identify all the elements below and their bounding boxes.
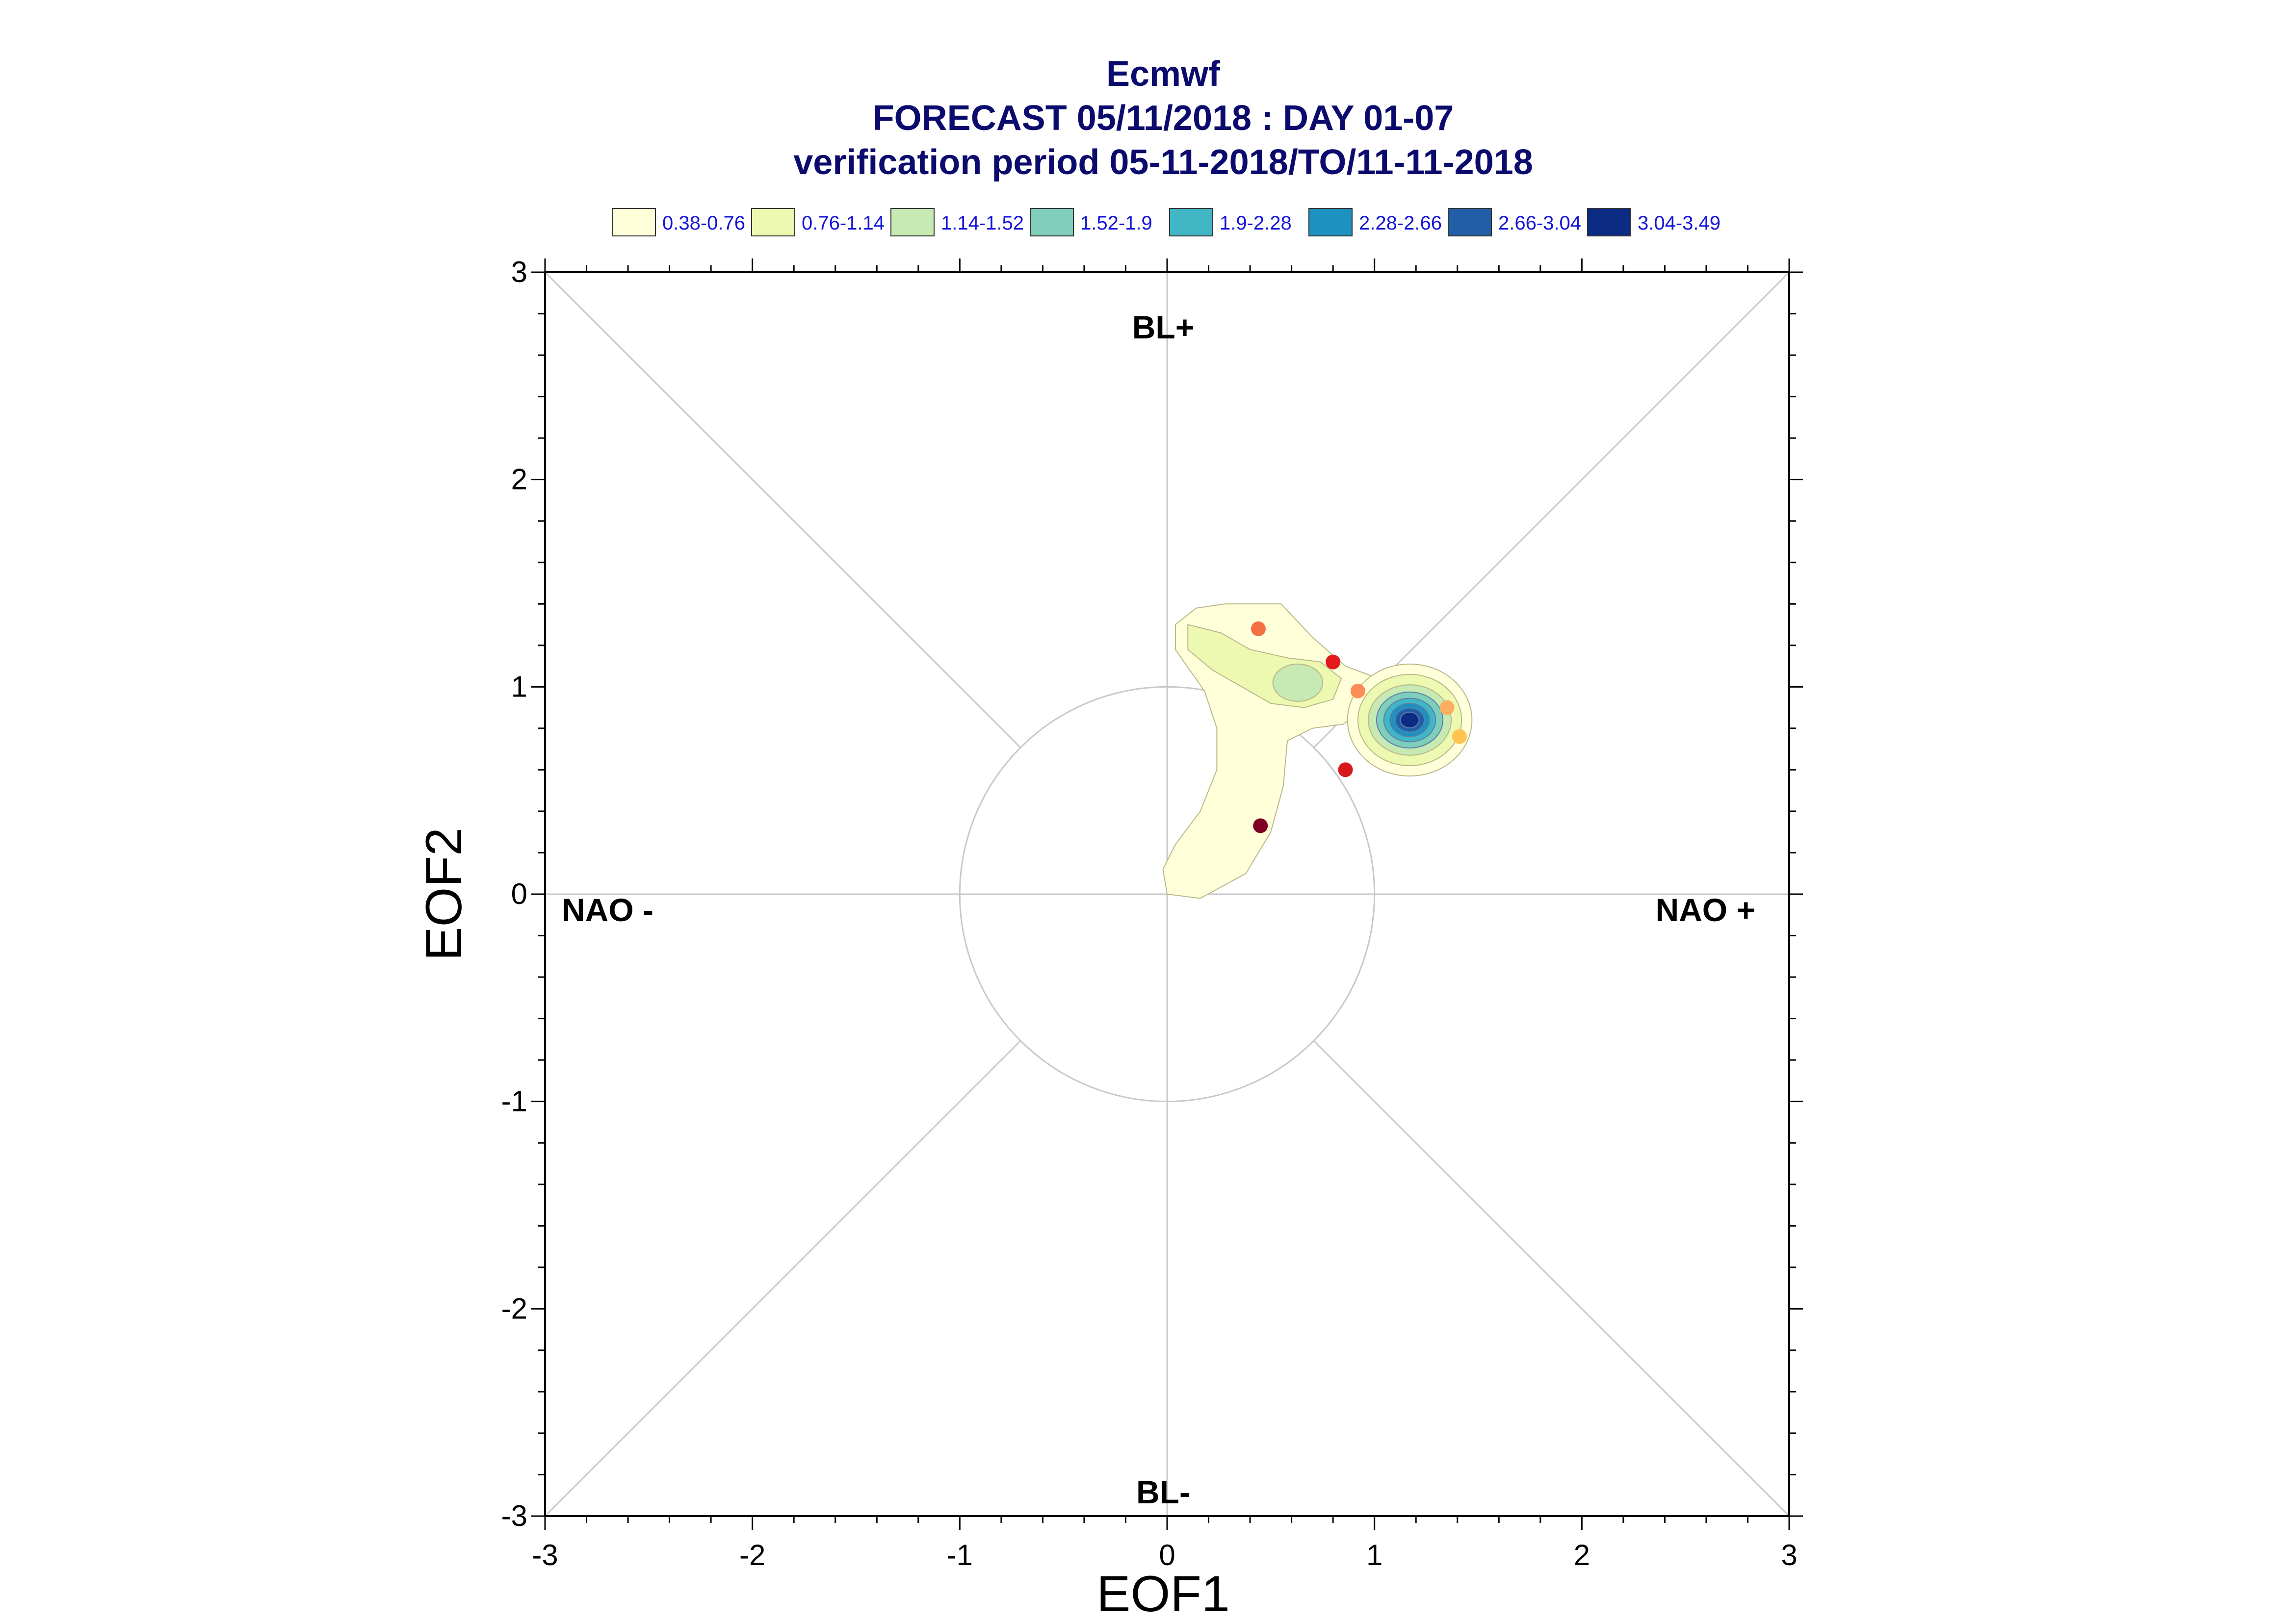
y-tick-label: 1 <box>511 670 527 703</box>
density-level-3 <box>1272 663 1324 702</box>
data-point <box>1452 729 1467 744</box>
chart-subtitle-2: verification period 05-11-2018/TO/11-11-… <box>793 143 1533 182</box>
data-point <box>1350 683 1365 698</box>
legend-swatch <box>612 208 656 236</box>
legend-swatch <box>1169 208 1213 236</box>
y-tick-label: 2 <box>511 463 527 496</box>
regime-label-top: BL+ <box>1132 309 1195 345</box>
x-tick-label: -2 <box>739 1539 765 1572</box>
unit-circle <box>959 686 1376 1103</box>
legend-label: 1.9-2.28 <box>1220 212 1292 234</box>
regime-label-left: NAO - <box>562 892 653 928</box>
diagonal-guide-line <box>1313 1040 1790 1517</box>
legend-label: 2.28-2.66 <box>1359 212 1442 234</box>
y-tick-label: 0 <box>511 877 527 910</box>
legend-label: 1.52-1.9 <box>1080 212 1152 234</box>
y-tick-label: -1 <box>501 1085 527 1118</box>
legend-swatch <box>1448 208 1492 236</box>
y-tick-label: -2 <box>501 1292 527 1325</box>
legend-swatch <box>890 208 935 236</box>
legend-label: 1.14-1.52 <box>941 212 1024 234</box>
data-point <box>1253 818 1268 833</box>
diagonal-guide-line <box>544 1040 1021 1517</box>
x-tick-label: -1 <box>947 1539 973 1572</box>
legend-label: 0.76-1.14 <box>802 212 885 234</box>
chart-title: Ecmwf <box>1106 54 1221 94</box>
data-point <box>1326 654 1341 670</box>
data-point <box>1338 762 1353 777</box>
diagonal-guide-line <box>544 271 1021 748</box>
y-tick-label: -3 <box>501 1499 527 1532</box>
x-tick-label: 0 <box>1159 1539 1175 1572</box>
legend-label: 0.38-0.76 <box>662 212 745 234</box>
legend-swatch <box>751 208 795 236</box>
data-points <box>1251 621 1467 833</box>
legend-swatch <box>1030 208 1074 236</box>
legend-label: 2.66-3.04 <box>1498 212 1581 234</box>
data-point <box>1251 621 1266 636</box>
y-axis-label: EOF2 <box>416 827 472 961</box>
density-peak-level <box>1400 711 1420 729</box>
legend-swatch <box>1587 208 1631 236</box>
data-point <box>1439 700 1455 715</box>
regime-label-bottom: BL- <box>1136 1474 1190 1510</box>
density-contours <box>1162 603 1473 899</box>
x-tick-label: 1 <box>1366 1539 1382 1572</box>
regime-label-right: NAO + <box>1655 892 1755 928</box>
legend: 0.38-0.76 0.76-1.14 1.14-1.52 1.52-1.9 1.9-2… <box>612 208 1721 236</box>
x-axis-label: EOF1 <box>1096 1566 1230 1623</box>
chart-subtitle: FORECAST 05/11/2018 : DAY 01-07 <box>873 99 1454 138</box>
legend-swatch <box>1308 208 1353 236</box>
legend-label: 3.04-3.49 <box>1638 212 1721 234</box>
axis-ticks: -3 -2 -1 0 1 2 3 -3 -2 -1 0 1 2 3 <box>501 256 1803 1572</box>
x-tick-label: 3 <box>1781 1539 1797 1572</box>
x-tick-label: 2 <box>1574 1539 1590 1572</box>
y-tick-label: 3 <box>511 256 527 288</box>
plot-area: -3 -2 -1 0 1 2 3 -3 -2 -1 0 1 2 3 <box>501 256 1803 1572</box>
x-tick-label: -3 <box>532 1539 558 1572</box>
